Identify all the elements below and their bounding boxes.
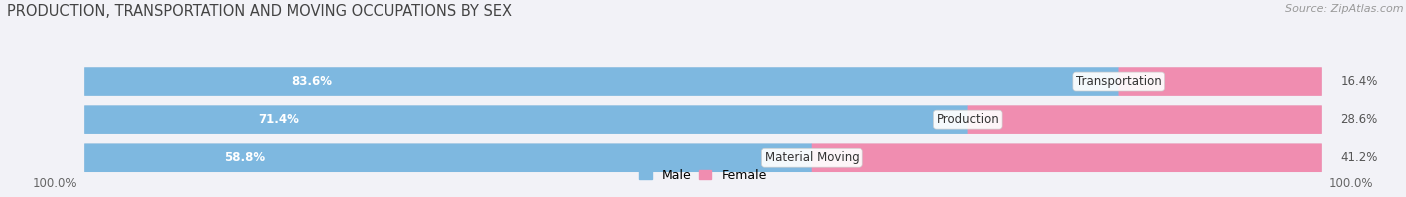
Text: 16.4%: 16.4% — [1340, 75, 1378, 88]
Text: 83.6%: 83.6% — [291, 75, 332, 88]
FancyBboxPatch shape — [84, 143, 813, 172]
FancyBboxPatch shape — [967, 105, 1322, 134]
Text: 71.4%: 71.4% — [259, 113, 299, 126]
Text: Material Moving: Material Moving — [765, 151, 859, 164]
Text: 58.8%: 58.8% — [224, 151, 264, 164]
Text: Production: Production — [936, 113, 1000, 126]
FancyBboxPatch shape — [84, 143, 1322, 172]
Text: Transportation: Transportation — [1076, 75, 1161, 88]
Text: 41.2%: 41.2% — [1340, 151, 1378, 164]
Text: Source: ZipAtlas.com: Source: ZipAtlas.com — [1285, 4, 1403, 14]
Text: 100.0%: 100.0% — [32, 177, 77, 190]
Text: 28.6%: 28.6% — [1340, 113, 1378, 126]
Text: 100.0%: 100.0% — [1329, 177, 1374, 190]
FancyBboxPatch shape — [84, 105, 1322, 134]
FancyBboxPatch shape — [84, 67, 1119, 96]
Text: PRODUCTION, TRANSPORTATION AND MOVING OCCUPATIONS BY SEX: PRODUCTION, TRANSPORTATION AND MOVING OC… — [7, 4, 512, 19]
FancyBboxPatch shape — [811, 143, 1322, 172]
FancyBboxPatch shape — [84, 105, 967, 134]
Legend: Male, Female: Male, Female — [634, 164, 772, 187]
FancyBboxPatch shape — [84, 67, 1322, 96]
FancyBboxPatch shape — [1119, 67, 1322, 96]
